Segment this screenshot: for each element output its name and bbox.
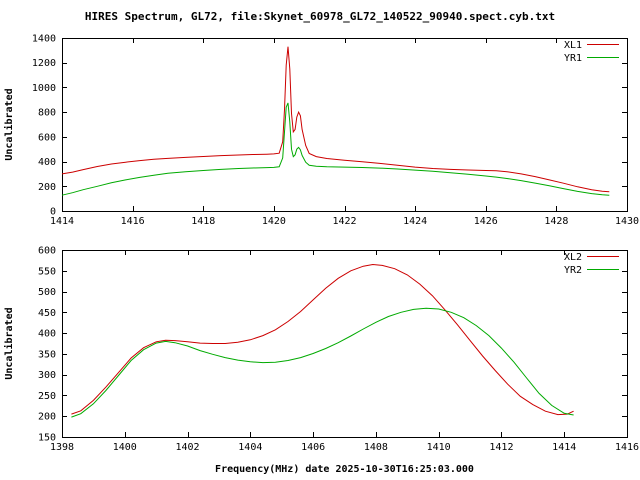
y-tick-label: 550 [38, 266, 56, 277]
x-tick-label: 1406 [301, 442, 325, 453]
y-axis-label: Uncalibrated [3, 88, 15, 160]
x-tick-label: 1398 [50, 442, 74, 453]
y-tick-label: 500 [38, 287, 56, 298]
y-tick-label: 1000 [32, 83, 56, 94]
y-tick-label: 400 [38, 329, 56, 340]
y-tick-label: 400 [38, 157, 56, 168]
tick-labels: 1414 1416 1418 1420 1422 1424 1426 1428 1430 0 200… [32, 34, 639, 228]
x-tick-label: 1414 [50, 216, 74, 227]
y-tick-label: 300 [38, 370, 56, 381]
x-tick-label: 1408 [364, 442, 388, 453]
legend-label-XL2: XL2 [564, 252, 582, 263]
x-tick-label: 1400 [113, 442, 137, 453]
chart-title: HIRES Spectrum, GL72, file:Skynet_60978_… [84, 10, 556, 23]
legend-label-YR2: YR2 [564, 265, 582, 276]
axes [62, 38, 628, 212]
series-line-YR1 [61, 102, 610, 196]
x-tick-label: 1410 [427, 442, 451, 453]
y-tick-label: 200 [38, 182, 56, 193]
x-tick-label: 1412 [489, 442, 513, 453]
x-axis-label: Frequency(MHz) date 2025-10-30T16:25:03.… [215, 464, 474, 475]
y-tick-label: 600 [38, 246, 56, 257]
x-tick-label: 1404 [238, 442, 262, 453]
x-tick-label: 1424 [403, 216, 427, 227]
series-line-XL2 [71, 263, 574, 416]
y-tick-label: 200 [38, 412, 56, 423]
y-tick-label: 150 [38, 433, 56, 444]
axes [62, 250, 628, 438]
x-tick-label: 1420 [262, 216, 286, 227]
y-tick-label: 1200 [32, 58, 56, 69]
x-tick-label: 1422 [332, 216, 356, 227]
series-line-XL1 [61, 46, 610, 193]
x-tick-label: 1428 [544, 216, 568, 227]
x-tick-label: 1402 [176, 442, 200, 453]
y-tick-label: 600 [38, 132, 56, 143]
plot-border [62, 250, 628, 438]
legend-label-YR1: YR1 [564, 53, 582, 64]
legend-label-XL1: XL1 [564, 40, 582, 51]
x-tick-label: 1418 [191, 216, 215, 227]
x-tick-label: 1416 [121, 216, 145, 227]
x-tick-label: 1416 [615, 442, 639, 453]
spectrum-chart-top: 1414 1416 1418 1420 1422 1424 1426 1428 1430 0 200… [3, 34, 639, 228]
tick-labels: 1398 1400 1402 1404 1406 1408 1410 1412 1414 1416… [38, 246, 639, 454]
y-tick-label: 800 [38, 108, 56, 119]
spectrum-chart-bottom: 1398 1400 1402 1404 1406 1408 1410 1412 1414 1416… [3, 246, 639, 476]
series-line-YR2 [71, 307, 574, 418]
y-tick-label: 0 [50, 207, 56, 218]
x-tick-label: 1414 [552, 442, 576, 453]
y-tick-label: 350 [38, 349, 56, 360]
y-tick-label: 250 [38, 391, 56, 402]
y-axis-label: Uncalibrated [3, 307, 15, 379]
plot-border [62, 38, 628, 212]
y-tick-label: 1400 [32, 34, 56, 45]
x-tick-label: 1426 [474, 216, 498, 227]
y-tick-label: 450 [38, 308, 56, 319]
x-tick-label: 1430 [615, 216, 639, 227]
